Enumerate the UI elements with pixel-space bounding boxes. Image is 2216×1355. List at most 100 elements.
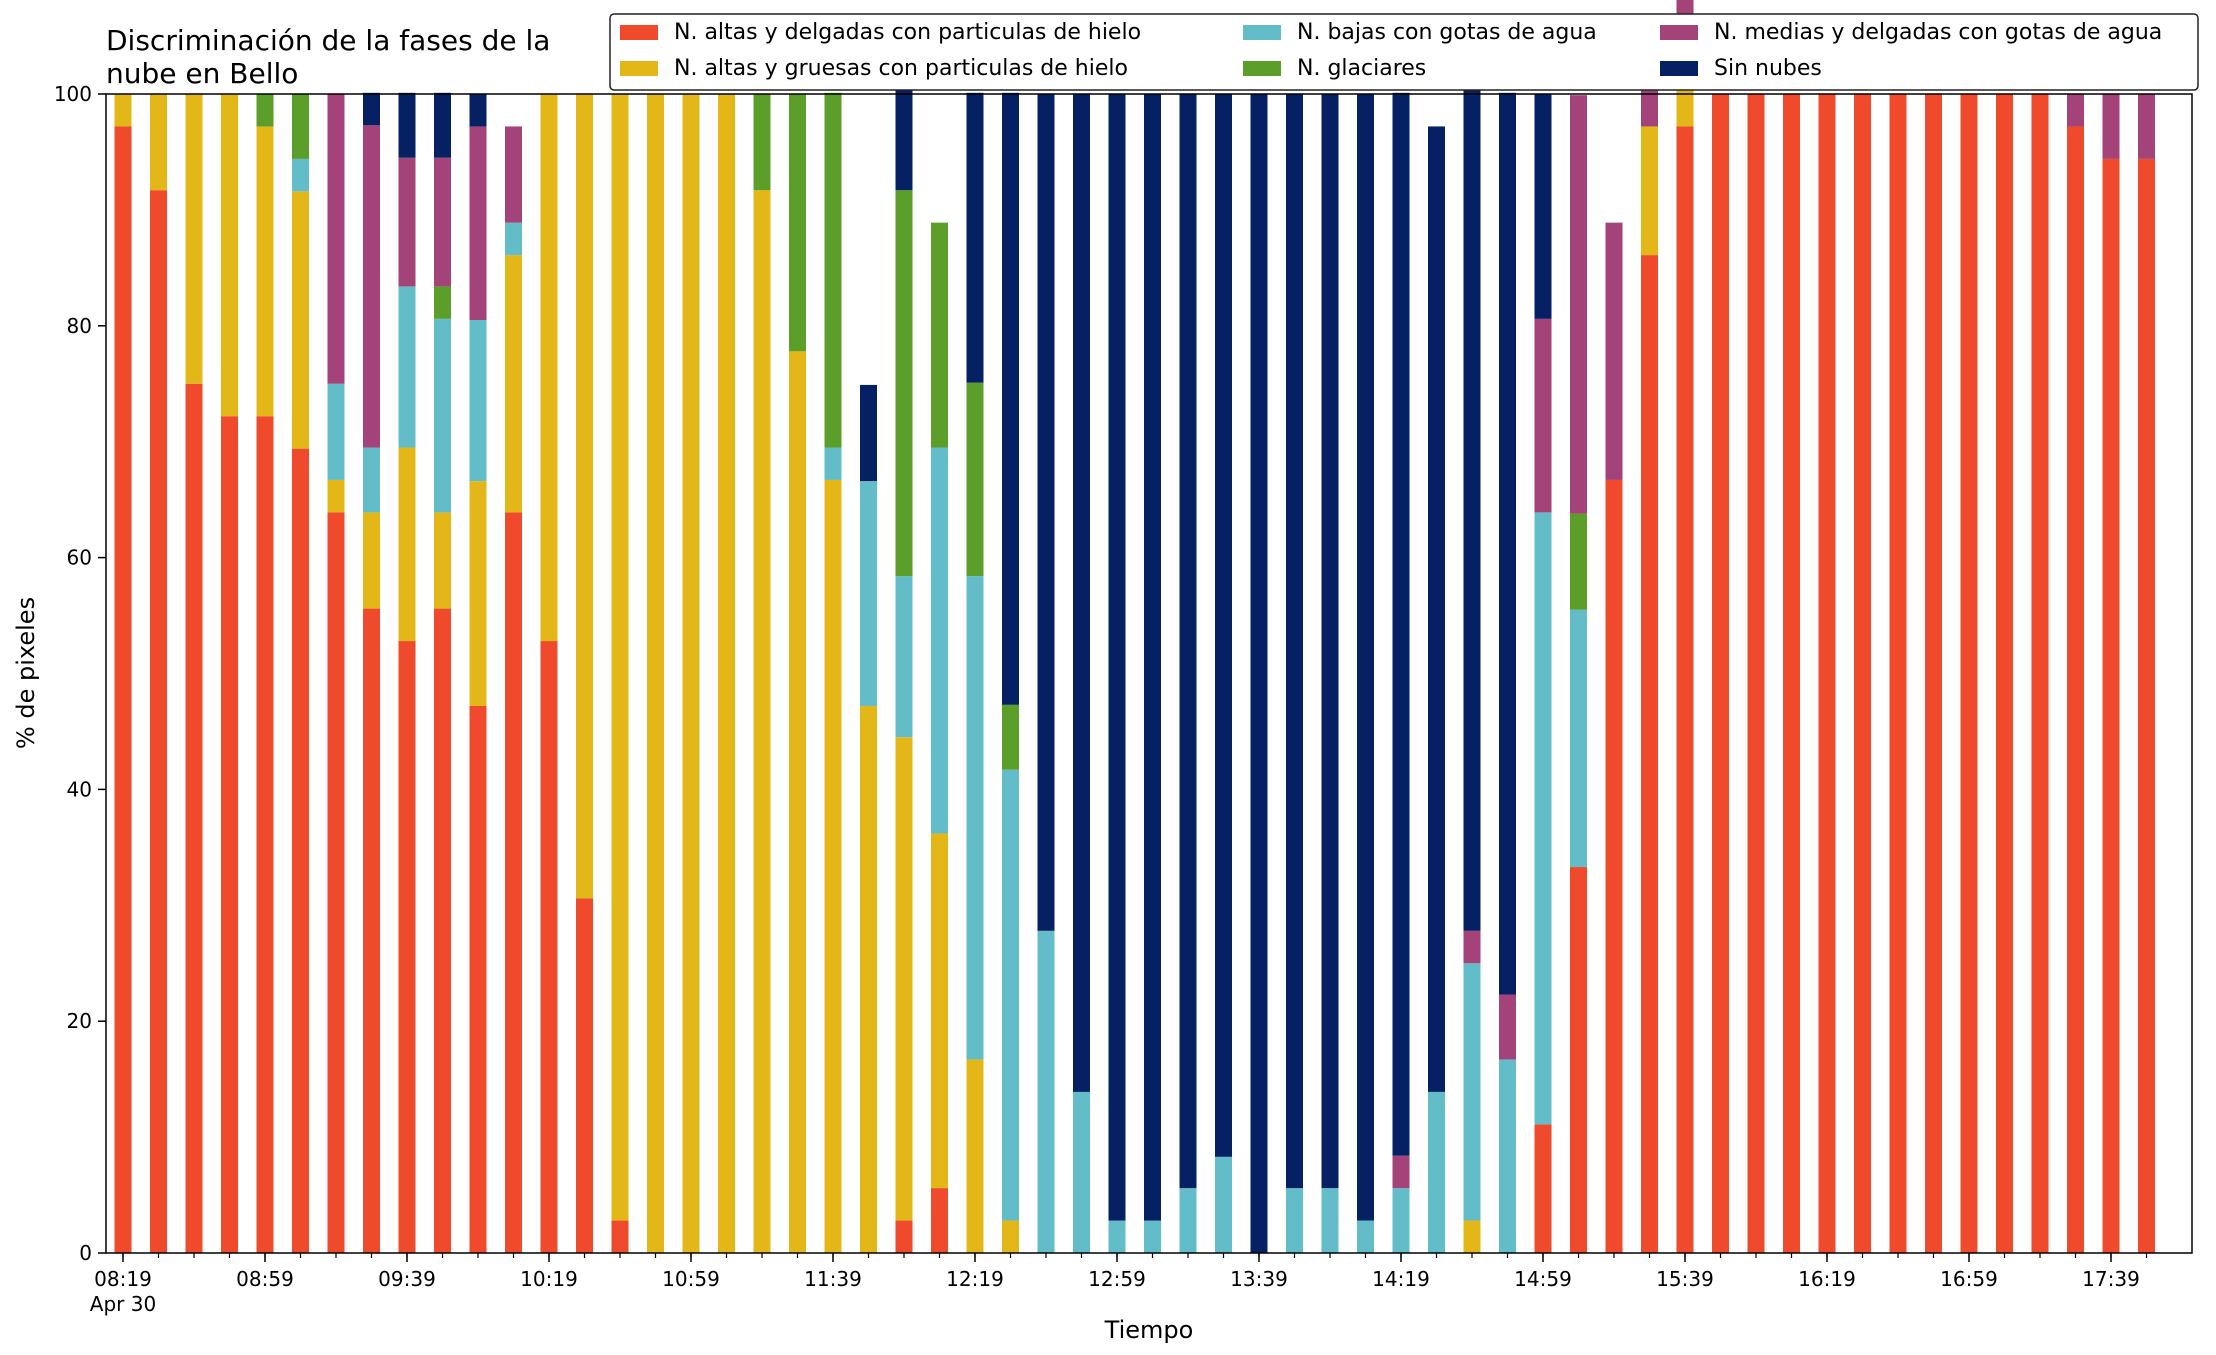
bar-segment-s5-13:59 (1321, 94, 1339, 1189)
legend-swatch (1660, 25, 1698, 40)
x-tick-label: 16:19 (1798, 1267, 1856, 1291)
legend-label: Sin nubes (1714, 56, 1822, 81)
legend-label: N. medias y delgadas con gotas de agua (1714, 20, 2162, 45)
bar-segment-s1-09:49 (434, 512, 451, 609)
x-tick-label: 12:59 (1088, 1267, 1146, 1291)
bar-segment-s2-13:19 (1179, 1188, 1197, 1253)
bar-segment-s5-09:29 (363, 92, 380, 126)
bar-segment-s1-12:19 (966, 1059, 984, 1253)
bar-segment-s5-13:29 (1215, 94, 1232, 1157)
x-tick-label: 09:39 (378, 1267, 436, 1291)
bar-segment-s0-16:19 (1818, 94, 1836, 1253)
x-tick-label: 10:19 (520, 1267, 578, 1291)
bar-segment-s3-12:09 (931, 222, 948, 448)
bar-segment-s0-15:19 (1605, 479, 1623, 1253)
plot-frame (105, 93, 2193, 1254)
bar-segment-s5-14:39 (1463, 61, 1481, 931)
x-tick-label: 13:39 (1230, 1267, 1288, 1291)
bar-segment-s0-16:09 (1783, 94, 1800, 1253)
bar-segment-s4-14:59 (1534, 318, 1552, 513)
chart-title-line-1: Discriminación de la fases de la (106, 24, 550, 57)
legend-label: N. altas y gruesas con particulas de hie… (674, 56, 1128, 81)
bar-segment-s0-17:09 (1996, 94, 2013, 1253)
bar-segment-s1-10:29 (576, 94, 593, 899)
bar-segment-s1-12:29 (1002, 1220, 1019, 1253)
bar-segment-s3-11:19 (753, 94, 771, 191)
bar-segment-s5-12:29 (1002, 92, 1019, 705)
x-tick-label: 11:39 (804, 1267, 862, 1291)
bar-segment-s2-12:19 (966, 576, 984, 1060)
bar-segment-s0-17:19 (2031, 94, 2049, 1253)
bar-segment-s0-08:59 (256, 416, 274, 1253)
bar-segment-s3-11:59 (895, 190, 913, 577)
bar-segment-s4-14:19 (1392, 1155, 1410, 1189)
bar-segment-s5-13:49 (1286, 94, 1303, 1189)
y-tick-label: 40 (67, 777, 92, 801)
legend-swatch (1660, 61, 1698, 76)
bar-segment-s2-09:29 (363, 447, 380, 513)
bar-segment-s2-14:19 (1392, 1188, 1410, 1253)
bar-segment-s5-12:49 (1073, 94, 1090, 1092)
bar-segment-s0-16:49 (1925, 94, 1942, 1253)
bar-segment-s5-14:19 (1392, 92, 1410, 1156)
bar-segment-s5-12:59 (1108, 94, 1126, 1221)
bar-segment-s1-11:49 (860, 705, 877, 1253)
bar-segment-s0-16:29 (1854, 94, 1871, 1253)
legend-swatch (620, 25, 658, 40)
bar-segment-s0-17:29 (2067, 126, 2084, 1254)
bar-segment-s1-11:19 (753, 190, 771, 1254)
bar-segment-s2-14:29 (1428, 1091, 1445, 1253)
bar-segment-s4-09:49 (434, 157, 451, 287)
bar-segment-s1-08:59 (256, 126, 274, 417)
bar-segment-s5-14:09 (1357, 94, 1374, 1221)
bar-segment-s0-16:39 (1889, 94, 1907, 1253)
bar-segment-s0-08:29 (150, 190, 167, 1254)
bar-segment-s1-09:19 (327, 479, 345, 513)
bar-segment-s2-13:59 (1321, 1188, 1339, 1253)
x-tick-label: 14:59 (1514, 1267, 1572, 1291)
bar-segment-s1-11:39 (824, 479, 842, 1253)
bar-segment-s5-12:19 (966, 92, 984, 383)
y-tick-label: 0 (79, 1241, 92, 1265)
bar-segment-s1-11:09 (718, 94, 735, 1253)
bar-segment-s3-08:59 (256, 94, 274, 127)
y-tick-label: 60 (67, 546, 92, 570)
bar-segment-s0-10:39 (611, 1220, 629, 1253)
bar-segment-s2-12:59 (1108, 1220, 1126, 1253)
legend-label: N. bajas con gotas de agua (1297, 20, 1597, 45)
bar-segment-s4-09:39 (398, 157, 416, 287)
bar-segment-s1-12:09 (931, 833, 948, 1189)
bar-segment-s0-17:49 (2138, 158, 2155, 1253)
x-tick-sublabel: Apr 30 (90, 1292, 156, 1316)
bar-segment-s0-16:59 (1960, 94, 1978, 1253)
y-axis: 0 20 40 60 80 100 (54, 82, 106, 1265)
bar-segment-s2-11:49 (860, 481, 877, 706)
x-tick-label: 14:19 (1372, 1267, 1430, 1291)
bar-segment-s2-13:49 (1286, 1188, 1303, 1253)
bar-segment-s5-14:49 (1499, 92, 1516, 995)
bar-segment-s2-09:09 (292, 158, 309, 192)
bar-segment-s2-15:09 (1570, 609, 1587, 868)
bar-segment-s3-09:49 (434, 286, 451, 319)
legend-swatch (620, 61, 658, 76)
bar-segment-s4-09:29 (363, 125, 380, 448)
bar-segment-s0-08:19 (114, 126, 132, 1254)
bar-segment-s0-14:59 (1534, 1124, 1552, 1253)
bar-segment-s2-09:49 (434, 318, 451, 513)
bar-segment-s5-09:49 (434, 92, 451, 158)
y-tick-label: 20 (67, 1009, 92, 1033)
bar-segment-s1-09:29 (363, 512, 380, 609)
bar-segment-s1-09:59 (469, 481, 487, 706)
bar-segment-s2-14:09 (1357, 1220, 1374, 1253)
bar-segment-s5-14:29 (1428, 126, 1445, 1092)
chart-title-line-2: nube en Bello (106, 57, 298, 90)
bar-segment-s2-14:59 (1534, 512, 1552, 1125)
bar-segment-s0-15:59 (1747, 94, 1765, 1253)
bar-segment-s2-14:49 (1499, 1059, 1516, 1253)
bar-segment-s1-10:59 (682, 94, 700, 1253)
legend-swatch (1243, 61, 1281, 76)
bars-group (114, 0, 2155, 1254)
x-tick-label: 10:59 (662, 1267, 720, 1291)
bar-segment-s0-11:59 (895, 1220, 913, 1253)
bar-segment-s2-09:19 (327, 383, 345, 480)
